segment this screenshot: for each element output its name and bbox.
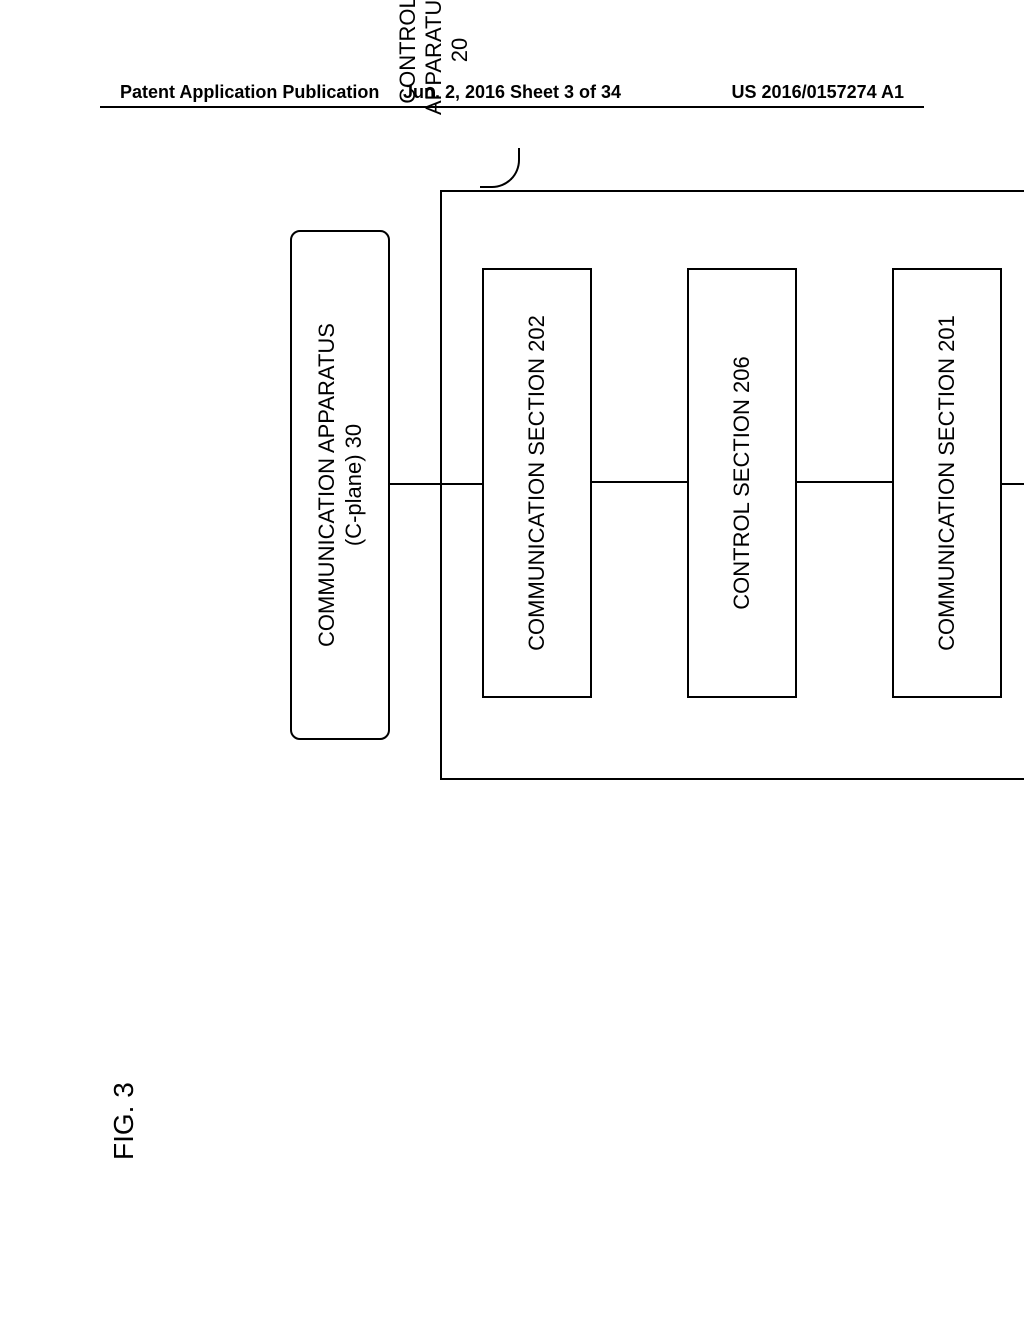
connector-201-to-uplane	[1000, 483, 1024, 485]
control-apparatus-label: CONTROL APPARATUS 20	[395, 0, 473, 140]
figure-area: FIG. 3 COMMUNICATION APPARATUS (C-plane)…	[120, 180, 880, 1180]
comm-section-202-label: COMMUNICATION SECTION 202	[523, 315, 551, 651]
comm-apparatus-cplane-line1: COMMUNICATION APPARATUS	[313, 323, 341, 647]
connector-206-to-201	[797, 481, 892, 483]
comm-apparatus-cplane-line2: (C-plane) 30	[340, 424, 368, 546]
control-label-line2: APPARATUS	[421, 0, 447, 140]
comm-section-202-box: COMMUNICATION SECTION 202	[482, 268, 592, 698]
diagram: COMMUNICATION APPARATUS (C-plane) 30 COM…	[290, 0, 850, 780]
connector-202-to-206	[592, 481, 687, 483]
control-label-line1: CONTROL	[395, 0, 421, 140]
control-label-lead	[480, 148, 520, 188]
control-section-206-label: CONTROL SECTION 206	[728, 356, 756, 609]
control-section-206-box: CONTROL SECTION 206	[687, 268, 797, 698]
control-apparatus-box: COMMUNICATION SECTION 202 CONTROL SECTIO…	[440, 190, 1024, 780]
comm-section-201-box: COMMUNICATION SECTION 201	[892, 268, 1002, 698]
comm-apparatus-cplane-box: COMMUNICATION APPARATUS (C-plane) 30	[290, 230, 390, 740]
control-label-line3: 20	[447, 0, 473, 140]
comm-section-201-label: COMMUNICATION SECTION 201	[933, 315, 961, 651]
figure-label: FIG. 3	[108, 1082, 140, 1160]
